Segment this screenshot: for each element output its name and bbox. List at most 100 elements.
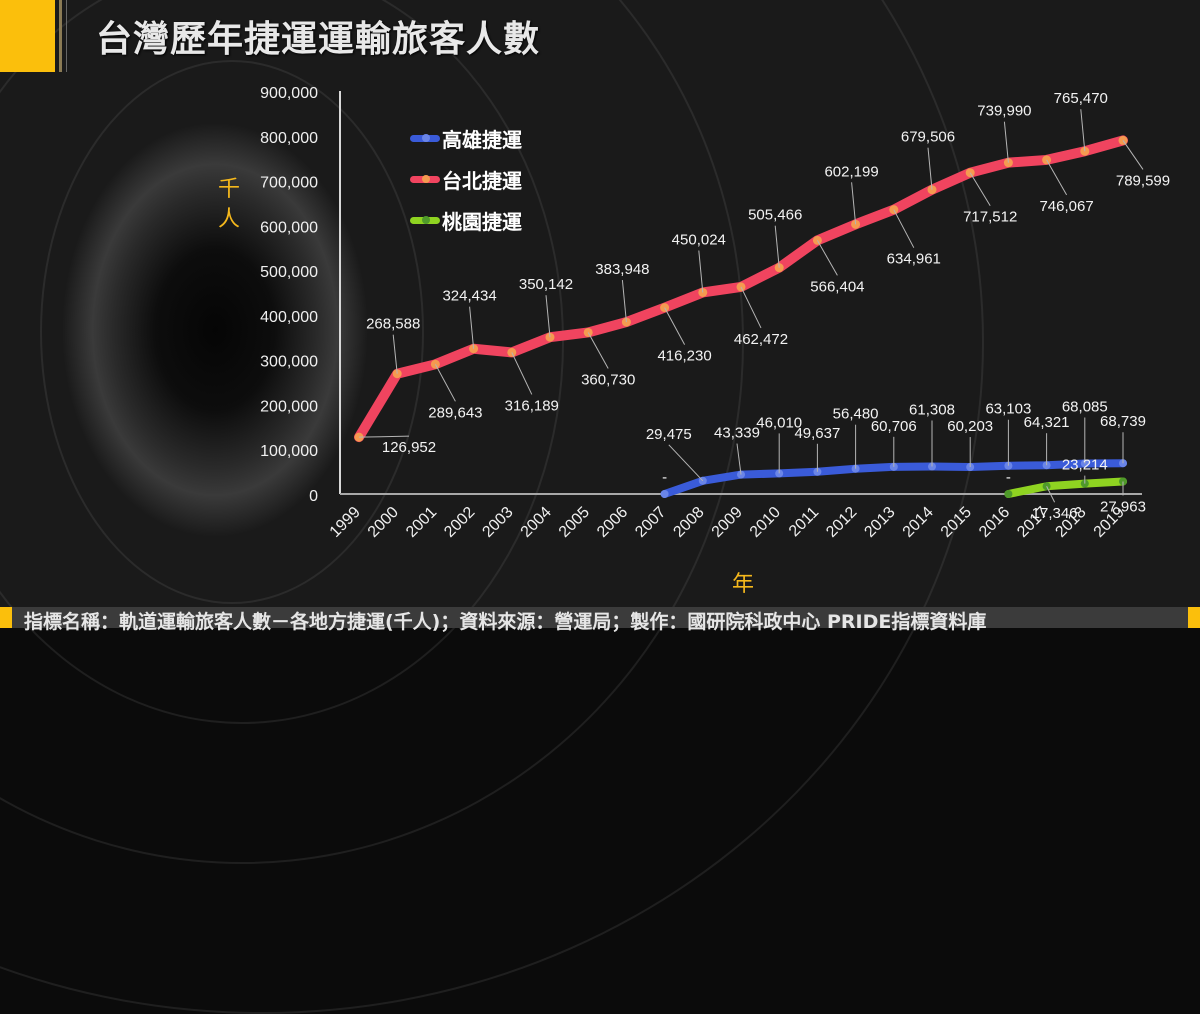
page-title: 台灣歷年捷運運輸旅客人數 — [96, 19, 541, 60]
data-label: 450,024 — [672, 231, 726, 248]
y-tick-label: 500,000 — [260, 264, 318, 281]
data-label: 268,588 — [366, 316, 420, 333]
data-label: 68,085 — [1062, 399, 1108, 416]
chart-legend: 高雄捷運 台北捷運 桃園捷運 — [410, 118, 522, 241]
data-label: 505,466 — [748, 207, 802, 224]
data-label: 789,599 — [1116, 172, 1170, 189]
data-label: 56,480 — [833, 406, 879, 423]
y-tick-label: 700,000 — [260, 175, 318, 192]
y-tick-label: 200,000 — [260, 398, 318, 415]
x-tick-label: 1999 — [327, 504, 364, 541]
data-point-marker — [660, 490, 669, 498]
x-tick-label: 2007 — [632, 504, 669, 541]
legend-marker — [422, 134, 430, 142]
data-label: 383,948 — [595, 261, 649, 278]
leader-line — [1046, 159, 1068, 196]
data-label: 289,643 — [428, 404, 482, 421]
leader-line — [621, 280, 627, 323]
x-tick-label: 2006 — [594, 504, 631, 541]
leader-line — [969, 172, 991, 206]
data-label: 316,189 — [505, 397, 559, 414]
legend-label: 台北捷運 — [442, 169, 522, 193]
data-label: 61,308 — [909, 402, 955, 419]
data-label: 462,472 — [734, 331, 788, 348]
legend-swatch — [410, 216, 440, 224]
data-label: 43,339 — [714, 425, 760, 442]
x-tick-label: 2004 — [518, 504, 555, 541]
legend-swatch — [410, 175, 440, 183]
data-label: 634,961 — [887, 251, 941, 268]
data-label: 29,475 — [646, 426, 692, 443]
y-tick-label: 800,000 — [260, 130, 318, 147]
leader-line — [1003, 121, 1009, 163]
x-tick-label: 2000 — [365, 504, 402, 541]
title-divider — [66, 0, 67, 72]
data-label: 63,103 — [985, 401, 1031, 418]
y-tick-label: 300,000 — [260, 354, 318, 371]
x-tick-label: 2008 — [670, 504, 707, 541]
data-label: 416,230 — [657, 348, 711, 365]
footer-accent-right — [1188, 607, 1200, 628]
leader-line — [1080, 109, 1086, 152]
footer-source-text: 指標名稱：軌道運輸旅客人數－各地方捷運(千人)；資料來源：營運局；製作：國研院科… — [24, 611, 987, 633]
x-tick-label: 2012 — [823, 504, 860, 541]
y-tick-label: 900,000 — [260, 85, 318, 102]
data-label: 746,067 — [1039, 198, 1093, 215]
data-label: 602,199 — [824, 163, 878, 180]
x-tick-label: 2003 — [479, 504, 516, 541]
title-divider — [59, 0, 62, 72]
x-axis-unit: 年 — [732, 572, 755, 597]
leader-line — [664, 307, 686, 345]
data-label: 64,321 — [1024, 414, 1070, 431]
data-label: 566,404 — [810, 278, 864, 295]
x-tick-label: 2002 — [441, 504, 478, 541]
data-label: 324,434 — [442, 288, 496, 305]
line-chart: 0 100,000 200,000 300,000 400,000 500,000 600,… — [260, 85, 1170, 541]
legend-label: 高雄捷運 — [442, 128, 522, 152]
data-label: 717,512 — [963, 209, 1017, 226]
y-tick-label: 0 — [309, 488, 318, 505]
data-label: 49,637 — [794, 425, 840, 442]
legend-item-taipei: 台北捷運 — [410, 159, 522, 200]
data-label: - — [662, 469, 667, 486]
y-tick-label: 400,000 — [260, 309, 318, 326]
legend-item-taoyuan: 桃園捷運 — [410, 200, 522, 241]
leader-line — [851, 182, 857, 225]
leader-line — [893, 209, 915, 248]
legend-label: 桃園捷運 — [442, 210, 522, 234]
data-label: 60,706 — [871, 418, 917, 435]
data-label: 126,952 — [382, 439, 436, 456]
leader-line — [392, 334, 398, 374]
x-tick-label: 2010 — [747, 504, 784, 541]
x-tick-label: 2016 — [976, 504, 1013, 541]
y-axis-unit: 千人 — [217, 177, 240, 232]
x-tick-label: 2009 — [709, 504, 746, 541]
x-tick-label: 2013 — [861, 504, 898, 541]
legend-marker — [422, 216, 430, 224]
x-tick-label: 2005 — [556, 504, 593, 541]
leader-line — [511, 352, 533, 395]
leader-line — [774, 225, 780, 268]
data-label: 350,142 — [519, 276, 573, 293]
leader-line — [587, 332, 609, 369]
footer-bar: 指標名稱：軌道運輸旅客人數－各地方捷運(千人)；資料來源：營運局；製作：國研院科… — [0, 607, 1200, 633]
x-tick-label: 2015 — [938, 504, 975, 541]
data-label: 739,990 — [977, 103, 1031, 120]
legend-marker — [422, 175, 430, 183]
series-line — [1004, 477, 1127, 498]
leader-line — [469, 306, 475, 349]
leader-line — [668, 444, 704, 482]
data-label: 27,963 — [1100, 498, 1146, 515]
data-label: 60,203 — [947, 418, 993, 435]
data-label: 765,470 — [1054, 90, 1108, 107]
data-label: 17,346 — [1032, 505, 1078, 522]
data-label: 360,730 — [581, 371, 635, 388]
data-label: 68,739 — [1100, 413, 1146, 430]
leader-line — [736, 443, 742, 475]
y-tick-label: 600,000 — [260, 219, 318, 236]
leader-line — [434, 364, 456, 402]
data-point-marker — [1004, 490, 1013, 498]
x-tick-label: 2014 — [900, 504, 937, 541]
x-tick-label: 2011 — [786, 504, 822, 540]
leader-line — [1122, 140, 1144, 170]
